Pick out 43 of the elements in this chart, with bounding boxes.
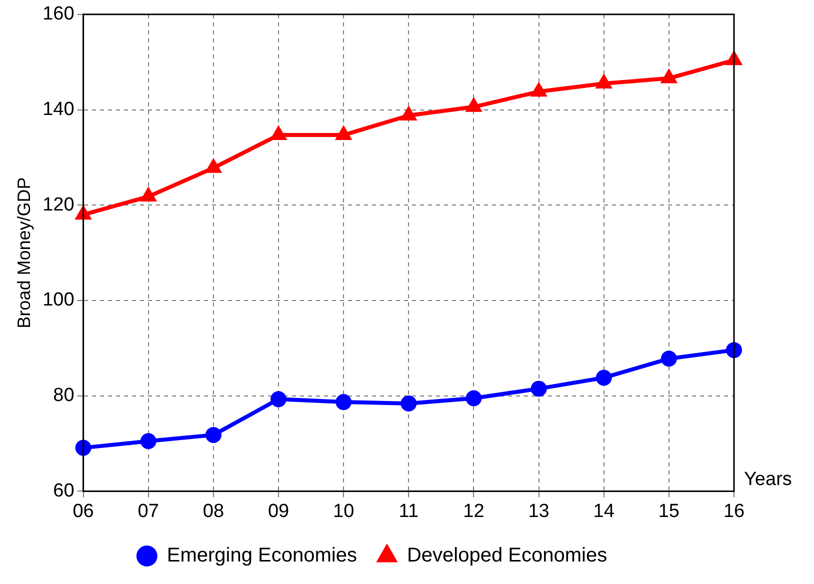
point [400,395,417,412]
legend-label: Developed Economies [406,544,608,567]
point [140,433,156,450]
x-tick-label: 13 [528,500,550,522]
x-tick-label: 14 [593,500,615,522]
x-tick-label: 15 [658,500,680,522]
point [141,188,156,202]
point [532,84,546,97]
point [270,391,287,408]
point [206,160,221,173]
point [596,76,612,89]
y-tick-label: 120 [42,194,74,216]
point [401,107,416,120]
legend-label: Emerging Economies [166,544,357,567]
point [596,370,612,386]
point [726,342,742,358]
point [336,127,351,140]
x-axis-title: Years [744,468,792,490]
point [205,426,222,443]
point [660,350,677,367]
x-tick-label: 09 [268,500,290,522]
point [271,127,286,140]
point [466,98,481,112]
y-tick-label: 140 [42,98,74,120]
point [530,380,547,397]
x-tick-label: 08 [202,500,224,522]
x-tick-label: 07 [138,500,159,522]
point [662,70,676,84]
y-tick-label: 100 [42,290,74,311]
x-tick-label: 11 [398,500,419,522]
point [726,52,742,66]
x-tick-label: 06 [72,500,94,522]
point [466,390,482,406]
y-tick-label: 80 [53,385,74,406]
x-tick-label: 10 [333,500,354,522]
y-tick-label: 160 [42,4,74,25]
y-tick-label: 60 [53,480,74,502]
y-axis-title: Broad Money/GDP [14,177,34,328]
x-tick-label: 12 [463,500,484,522]
point [76,206,90,220]
point [75,440,92,456]
x-tick-label: 16 [723,500,745,522]
point [336,394,352,410]
